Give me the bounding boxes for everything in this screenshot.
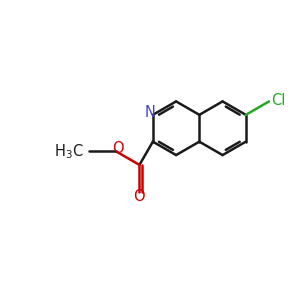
Text: Cl: Cl [271,93,285,108]
Text: O: O [112,141,124,156]
Text: H$_3$C: H$_3$C [54,142,84,161]
Text: O: O [133,189,145,204]
Text: N: N [144,105,155,120]
